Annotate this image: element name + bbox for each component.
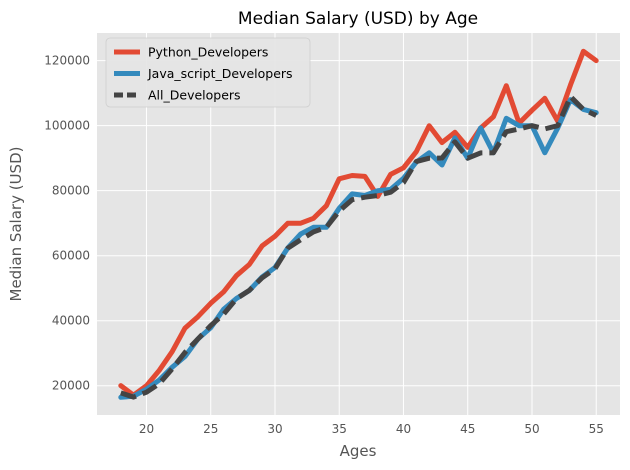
- x-tick-label: 35: [332, 422, 347, 436]
- series-lines: [118, 48, 599, 400]
- x-tick-label: 50: [524, 422, 539, 436]
- x-tick-label: 20: [139, 422, 154, 436]
- y-axis-label: Median Salary (USD): [7, 147, 25, 302]
- x-tick-label: 55: [589, 422, 604, 436]
- legend-label: Java_script_Developers: [147, 66, 293, 81]
- y-tick-label: 80000: [52, 184, 90, 198]
- chart-title: Median Salary (USD) by Age: [238, 9, 478, 29]
- x-tick-label: 45: [460, 422, 475, 436]
- x-axis-label: Ages: [340, 442, 377, 460]
- series-line-python-developers: [118, 48, 599, 398]
- x-tick-label: 25: [203, 422, 218, 436]
- legend: Python_Developers Java_script_Developers A…: [105, 37, 311, 108]
- y-tick-label: 60000: [52, 249, 90, 263]
- y-tick-label: 40000: [52, 314, 90, 328]
- y-tick-label: 120000: [44, 54, 90, 68]
- x-tick-label: 30: [267, 422, 282, 436]
- series-line-all-developers: [120, 94, 598, 400]
- x-tick-label: 40: [396, 422, 411, 436]
- tick-labels: 20 25 30 35 40 45 50 55 20000 40000 60000 80000 1000…: [44, 54, 604, 436]
- legend-label: All_Developers: [148, 88, 241, 103]
- y-tick-label: 20000: [52, 379, 90, 393]
- y-tick-label: 100000: [44, 119, 90, 133]
- legend-label: Python_Developers: [148, 45, 268, 60]
- legend-box: [105, 37, 311, 108]
